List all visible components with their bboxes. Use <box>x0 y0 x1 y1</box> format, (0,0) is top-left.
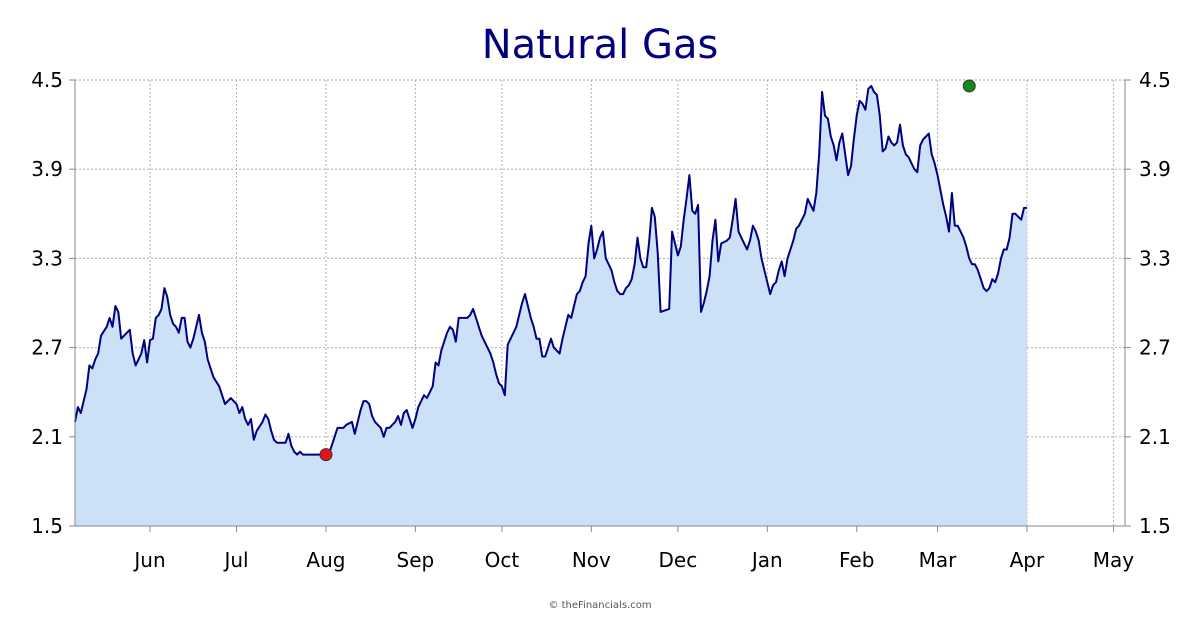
max-marker <box>962 79 976 93</box>
y-tick-label-left: 3.3 <box>31 246 63 270</box>
x-tick-label: Jan <box>750 548 783 572</box>
y-tick-label-left: 3.9 <box>31 157 63 181</box>
min-marker <box>319 448 333 462</box>
x-tick-label: Aug <box>306 548 345 572</box>
y-tick-label-left: 2.7 <box>31 336 63 360</box>
y-tick-label-right: 3.9 <box>1139 157 1171 181</box>
x-tick-label: Mar <box>919 548 958 572</box>
x-tick-label: Feb <box>839 548 874 572</box>
y-tick-label-left: 1.5 <box>31 514 63 538</box>
y-tick-label-right: 2.1 <box>1139 425 1171 449</box>
x-tick-label: Sep <box>397 548 435 572</box>
x-tick-label: Jun <box>132 548 165 572</box>
x-tick-label: Jul <box>222 548 248 572</box>
x-tick-label: Nov <box>572 548 611 572</box>
y-tick-label-right: 4.5 <box>1139 68 1171 92</box>
x-tick-label: Apr <box>1010 548 1045 572</box>
y-tick-label-right: 3.3 <box>1139 246 1171 270</box>
x-tick-label: Dec <box>659 548 698 572</box>
price-area-fill <box>75 85 1027 527</box>
extreme-markers <box>319 79 976 462</box>
x-tick-label: May <box>1093 548 1135 572</box>
y-axis-right: 1.5 2.1 2.7 3.3 3.9 4.5 <box>1125 68 1171 538</box>
y-axis-left: 1.5 2.1 2.7 3.3 3.9 4.5 <box>31 68 75 538</box>
chart-title: Natural Gas <box>482 22 719 68</box>
plot-frame <box>74 79 1126 527</box>
y-tick-label-right: 2.7 <box>1139 336 1171 360</box>
y-tick-label-left: 4.5 <box>31 68 63 92</box>
price-line <box>74 84 1027 456</box>
x-tick-label: Oct <box>485 548 520 572</box>
price-line-path <box>74 84 1027 456</box>
x-axis: Jun Jul Aug Sep Oct Nov Dec Jan Feb Mar Apr May <box>132 526 1134 572</box>
y-tick-label-left: 2.1 <box>31 425 63 449</box>
y-tick-label-right: 1.5 <box>1139 514 1171 538</box>
credit-text: © theFinancials.com <box>548 600 651 611</box>
price-area <box>75 85 1027 527</box>
